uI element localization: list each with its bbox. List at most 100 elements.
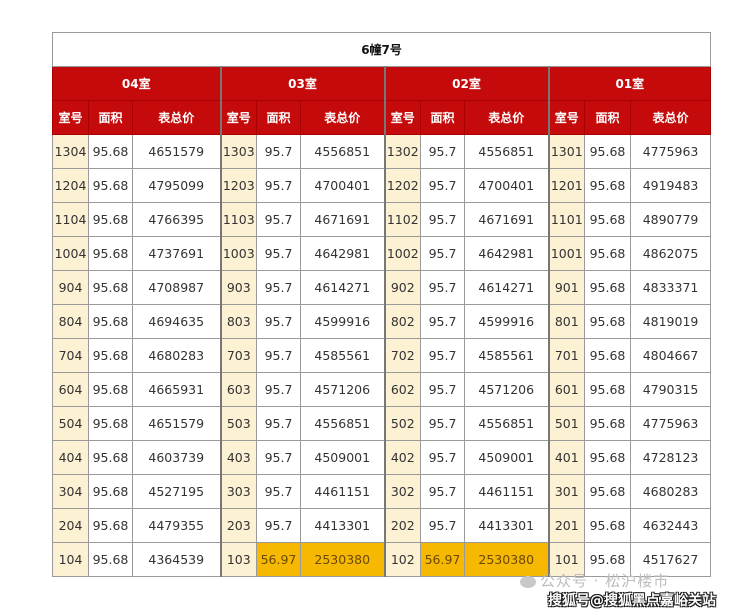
room-number-cell: 1202 [383,168,421,203]
area-cell: 95.68 [584,440,631,475]
column-header: 面积 [88,100,133,135]
room-number-cell: 303 [219,474,257,509]
price-cell: 4461151 [464,474,549,509]
area-cell: 95.68 [88,236,133,271]
price-cell: 4790315 [629,372,712,407]
price-cell: 4728123 [629,440,712,475]
room-number-cell: 403 [219,440,257,475]
price-cell: 4556851 [464,134,549,169]
area-cell: 95.7 [256,134,301,169]
table-row: 504 95.68 4651579 503 95.7 4556851 502 95.7 4556… [52,406,712,441]
area-cell: 95.7 [256,304,301,339]
table-row: 104 95.68 4364539 103 56.97 2530380 102 56.97 25… [52,542,712,577]
group-header: 01室 [547,66,712,101]
price-cell: 4680283 [629,474,712,509]
column-header: 面积 [256,100,301,135]
price-cell: 4571206 [464,372,549,407]
area-cell: 95.68 [584,168,631,203]
area-cell: 95.7 [420,338,465,373]
price-cell: 4651579 [132,134,221,169]
watermark-sohu: 搜狐号@搜狐黑点嘉峪关站 [548,593,716,609]
group-header: 03室 [219,66,385,101]
price-cell: 4737691 [132,236,221,271]
area-cell: 95.7 [420,508,465,543]
room-number-cell: 202 [383,508,421,543]
area-cell: 95.68 [88,406,133,441]
column-header-row: 室号 面积 表总价 室号 面积 表总价 室号 面积 表总价 室号 面积 表总价 [52,100,712,135]
table-row: 804 95.68 4694635 803 95.7 4599916 802 95.7 4599… [52,304,712,339]
room-number-cell: 501 [547,406,585,441]
column-header: 表总价 [629,100,712,135]
area-cell: 95.7 [420,440,465,475]
price-cell: 4833371 [629,270,712,305]
price-cell: 4775963 [629,134,712,169]
price-cell: 4599916 [464,304,549,339]
room-number-cell: 1204 [52,168,89,203]
column-header: 室号 [547,100,585,135]
room-number-cell: 503 [219,406,257,441]
price-cell: 4556851 [300,406,385,441]
room-number-cell: 903 [219,270,257,305]
room-number-cell: 604 [52,372,89,407]
area-cell: 95.68 [88,134,133,169]
area-cell: 95.7 [256,202,301,237]
price-cell: 4364539 [132,542,221,577]
price-cell: 4632443 [629,508,712,543]
area-cell: 95.7 [256,270,301,305]
price-cell: 4671691 [464,202,549,237]
room-number-cell: 601 [547,372,585,407]
room-number-cell: 101 [547,542,585,577]
area-cell: 95.7 [256,236,301,271]
price-cell: 4642981 [300,236,385,271]
column-header: 表总价 [132,100,221,135]
price-cell: 4614271 [300,270,385,305]
column-header: 面积 [584,100,631,135]
area-cell: 95.7 [256,168,301,203]
area-cell: 95.68 [584,134,631,169]
price-cell: 4700401 [464,168,549,203]
area-cell: 95.7 [256,406,301,441]
room-number-cell: 204 [52,508,89,543]
area-cell: 95.7 [256,338,301,373]
price-table: 6幢7号 04室 03室 02室 01室 室号 面积 表总价 室号 面积 表总价 室号 面积 表总价室… [51,32,712,577]
price-cell: 4556851 [300,134,385,169]
area-cell: 95.68 [584,304,631,339]
room-number-cell: 1002 [383,236,421,271]
area-cell: 95.68 [584,508,631,543]
room-number-cell: 1303 [219,134,257,169]
price-cell: 4671691 [300,202,385,237]
price-cell: 4603739 [132,440,221,475]
room-number-cell: 502 [383,406,421,441]
area-cell: 95.7 [420,304,465,339]
room-number-cell: 402 [383,440,421,475]
price-cell: 2530380 [464,542,549,577]
area-cell: 95.7 [420,406,465,441]
area-cell: 95.68 [88,508,133,543]
room-number-cell: 902 [383,270,421,305]
room-number-cell: 1304 [52,134,89,169]
room-number-cell: 1302 [383,134,421,169]
price-cell: 2530380 [300,542,385,577]
column-header: 室号 [383,100,421,135]
area-cell: 95.68 [584,372,631,407]
watermark-official-account: 公众号 · 松沪楼市 [520,570,669,591]
price-cell: 4642981 [464,236,549,271]
room-number-cell: 404 [52,440,89,475]
price-cell: 4571206 [300,372,385,407]
room-number-cell: 603 [219,372,257,407]
room-number-cell: 701 [547,338,585,373]
price-cell: 4804667 [629,338,712,373]
room-number-cell: 904 [52,270,89,305]
area-cell: 95.68 [88,542,133,577]
price-cell: 4919483 [629,168,712,203]
column-header: 面积 [420,100,465,135]
price-cell: 4556851 [464,406,549,441]
price-cell: 4775963 [629,406,712,441]
room-number-cell: 1301 [547,134,585,169]
price-cell: 4527195 [132,474,221,509]
table-row: 304 95.68 4527195 303 95.7 4461151 302 95.7 4461… [52,474,712,509]
area-cell: 95.68 [88,440,133,475]
area-cell: 95.7 [420,270,465,305]
room-number-cell: 801 [547,304,585,339]
table-row: 1104 95.68 4766395 1103 95.7 4671691 1102 95.7 4… [52,202,712,237]
